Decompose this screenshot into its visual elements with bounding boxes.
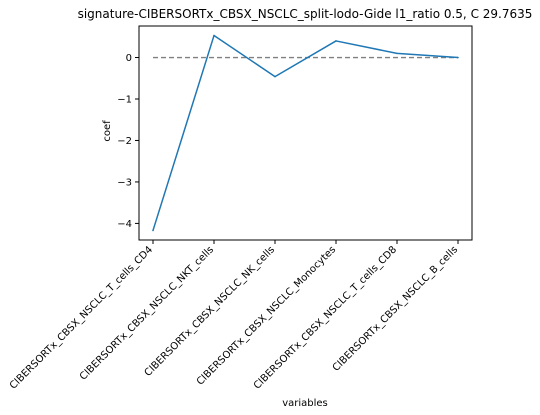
x-tick-label: CIBERSORTx_CBSX_NSCLC_B_cells [331, 244, 460, 373]
y-axis-label: coef [102, 120, 113, 142]
y-tick-label: −1 [117, 94, 132, 105]
data-point-3 [335, 40, 337, 42]
data-point-1 [213, 34, 215, 37]
y-tick-label: 0 [126, 53, 132, 64]
x-tick-label: CIBERSORTx_CBSX_NSCLC_T_cells_CD4 [8, 244, 155, 391]
chart-title: signature-CIBERSORTx_CBSX_NSCLC_split-lo… [78, 7, 533, 21]
data-point-0 [152, 229, 154, 232]
x-tick-label: CIBERSORTx_CBSX_NSCLC_Monocytes [195, 244, 338, 387]
y-tick-label: −3 [117, 177, 132, 188]
plot-frame [138, 25, 473, 241]
x-tick-label: CIBERSORTx_CBSX_NSCLC_T_cells_CD8 [252, 244, 399, 391]
data-point-5 [457, 56, 459, 59]
series-line-0 [152, 34, 459, 231]
plot-area: 0 −1 −2 −3 −4 CIBERSORTx_CBSX_NSCLC_T_cells_C… [8, 25, 473, 392]
y-tick-label: −4 [117, 219, 132, 230]
data-point-4 [396, 52, 398, 55]
x-axis-label: variables [282, 398, 328, 409]
data-point-2 [274, 75, 276, 78]
x-tick-label: CIBERSORTx_CBSX_NSCLC_NK_cells [143, 244, 278, 379]
x-tick-label: CIBERSORTx_CBSX_NSCLC_NKT_cells [78, 244, 216, 382]
y-tick-label: −2 [117, 136, 132, 147]
